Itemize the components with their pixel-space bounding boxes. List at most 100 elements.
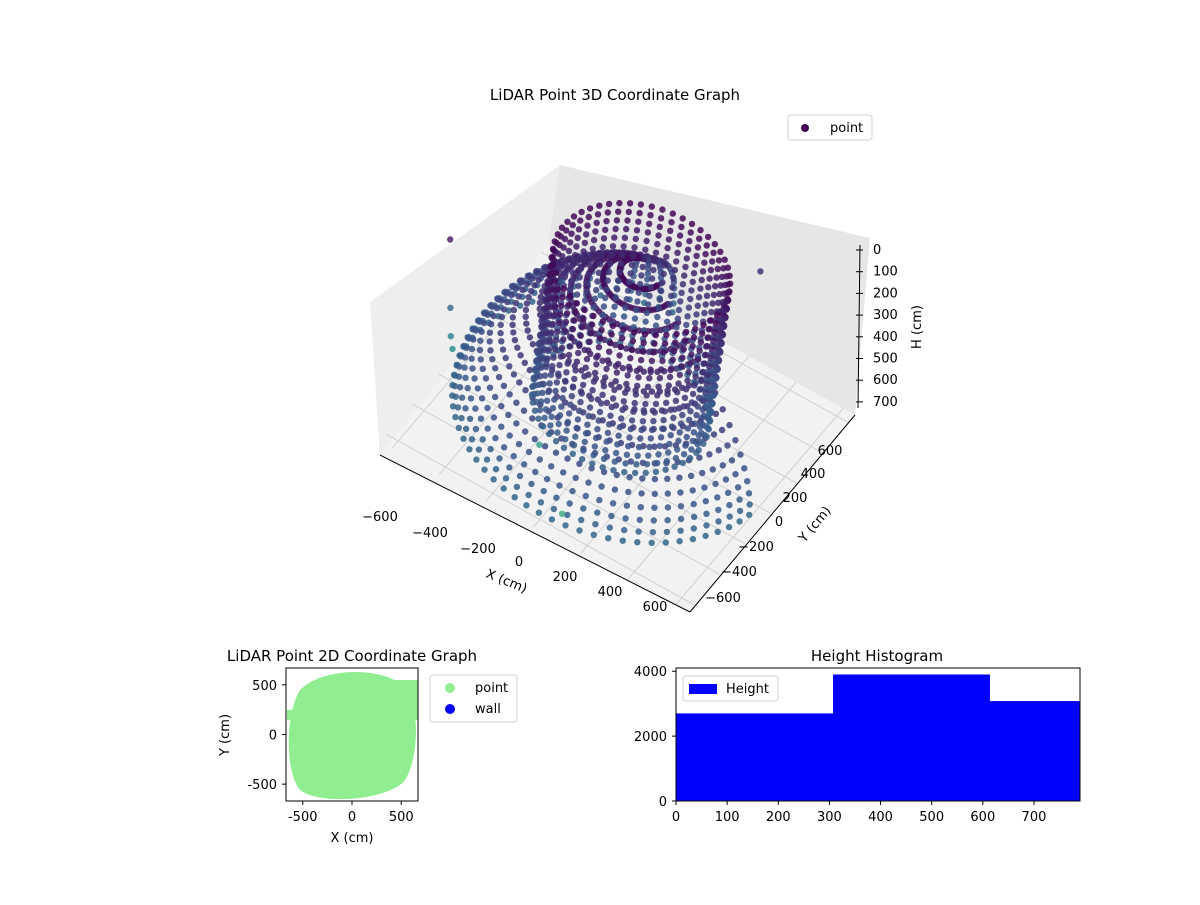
- lidar-point: [647, 366, 654, 373]
- lidar-point: [706, 451, 713, 458]
- lidar-point: [709, 466, 716, 473]
- lidar-point: [563, 369, 570, 376]
- lidar-point: [642, 246, 649, 253]
- lidar-point: [710, 249, 717, 256]
- lidar-point: [456, 363, 463, 370]
- lidar-point: [472, 327, 480, 334]
- lidar-point: [493, 304, 501, 312]
- lidar-point: [580, 505, 587, 512]
- lidar-point: [592, 228, 599, 235]
- lidar-point: [544, 355, 551, 362]
- lidar-point: [665, 309, 672, 317]
- lidar-point: [542, 338, 549, 345]
- lidar-point: [479, 436, 486, 443]
- lidar-point: [594, 352, 601, 359]
- lidar-point: [619, 364, 626, 372]
- lidar-point: [626, 278, 633, 286]
- lidar-point: [455, 424, 462, 432]
- lidar-point: [572, 474, 579, 482]
- lidar-point: [711, 328, 718, 336]
- lidar-point: [685, 368, 692, 376]
- lidar-point: [509, 321, 516, 328]
- lidar-point: [646, 292, 653, 299]
- lidar-point: [634, 298, 641, 305]
- lidar-point: [605, 535, 612, 542]
- lidar-point: [577, 265, 585, 272]
- lidar-point: [686, 237, 693, 245]
- lidar-point: [578, 390, 585, 397]
- lidar-point: [577, 398, 584, 406]
- lidar-point: [586, 404, 594, 411]
- lidar-point: [510, 329, 517, 336]
- lidar-point: [547, 371, 555, 378]
- lidar-point: [612, 225, 619, 233]
- lidar-point: [630, 252, 637, 260]
- lidar-point: [629, 337, 637, 345]
- lidar-point: [551, 238, 558, 245]
- h-tick-label: 200: [873, 286, 898, 301]
- lidar-point: [549, 245, 557, 253]
- lidar-point: [665, 236, 673, 243]
- lidar-outlier-point: [447, 304, 454, 311]
- grid-line-x: [674, 408, 844, 606]
- lidar-point: [566, 410, 573, 417]
- lidar-point: [574, 416, 582, 423]
- lidar-point: [711, 240, 718, 248]
- lidar-point: [547, 304, 554, 311]
- lidar-point: [515, 293, 522, 300]
- lidar-point: [726, 421, 733, 429]
- lidar-point: [612, 449, 620, 457]
- lidar-point: [480, 319, 488, 327]
- lidar-point: [672, 397, 680, 404]
- legend-marker-wall-2d: [445, 704, 455, 714]
- lidar-point: [699, 406, 706, 413]
- lidar-point: [693, 411, 700, 419]
- lidar-point: [600, 303, 608, 310]
- y-tick-label: 400: [801, 467, 826, 482]
- lidar-point: [637, 435, 644, 442]
- lidar-point: [523, 300, 531, 307]
- lidar-point: [676, 371, 683, 379]
- lidar-point: [502, 475, 510, 482]
- lidar-point: [577, 217, 584, 224]
- lidar-point: [650, 266, 657, 274]
- lidar-point: [562, 522, 569, 529]
- lidar-point: [676, 429, 683, 436]
- lidar-point: [608, 381, 615, 388]
- lidar-point: [569, 221, 576, 229]
- legend-label-wall-2d: wall: [475, 702, 501, 717]
- lidar-point: [737, 451, 744, 458]
- lidar-point: [631, 469, 639, 477]
- lidar-point: [449, 403, 457, 410]
- lidar-point: [479, 365, 486, 372]
- lidar-point: [670, 347, 678, 355]
- lidar-point: [632, 391, 640, 398]
- lidar-point: [661, 408, 669, 415]
- lidar-point: [677, 420, 685, 427]
- lidar-point: [576, 460, 583, 467]
- lidar-point: [609, 395, 617, 402]
- lidar-point: [648, 539, 655, 546]
- lidar-point: [492, 434, 499, 442]
- lidar-point: [573, 243, 580, 250]
- lidar-point: [595, 269, 602, 276]
- lidar-point: [664, 490, 671, 497]
- lidar-point: [593, 361, 600, 368]
- lidar-point: [668, 219, 675, 226]
- lidar-point: [501, 306, 508, 313]
- lidar-point: [490, 476, 497, 483]
- lidar-point: [693, 364, 701, 372]
- lidar-point: [622, 515, 629, 522]
- lidar-point: [582, 364, 589, 371]
- lidar-point: [659, 357, 666, 364]
- lidar-point: [477, 415, 485, 422]
- lidar-point: [508, 291, 515, 299]
- lidar-point: [684, 313, 691, 320]
- lidar-point: [627, 425, 634, 433]
- lidar-point: [726, 501, 733, 509]
- lidar-point: [602, 447, 609, 454]
- lidar-point: [558, 344, 566, 352]
- lidar-point: [703, 380, 710, 387]
- lidar-point: [686, 416, 693, 423]
- histogram-x-tick-label: 500: [919, 810, 944, 825]
